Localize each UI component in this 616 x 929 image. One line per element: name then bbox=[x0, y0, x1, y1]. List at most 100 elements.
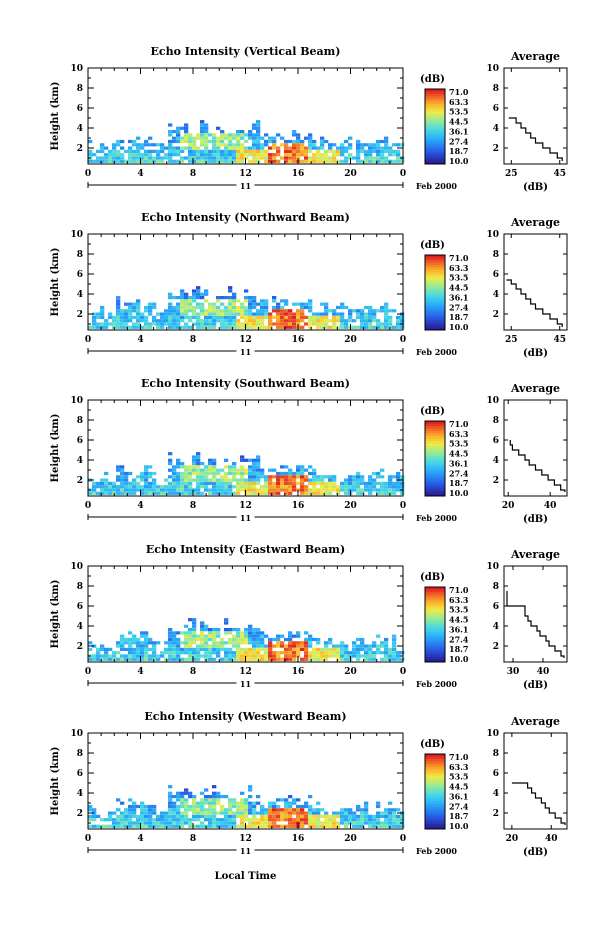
echo-cell bbox=[400, 143, 405, 147]
echo-cell bbox=[136, 641, 141, 645]
echo-cell bbox=[180, 481, 185, 485]
echo-cell bbox=[260, 488, 265, 492]
echo-cell bbox=[228, 798, 233, 802]
echo-cell bbox=[384, 821, 389, 825]
echo-cell bbox=[116, 651, 121, 655]
echo-cell bbox=[188, 159, 193, 163]
echo-cell bbox=[376, 801, 381, 805]
echo-cell bbox=[140, 818, 145, 822]
echo-cell bbox=[192, 631, 197, 635]
echo-cell bbox=[140, 478, 145, 482]
echo-cell bbox=[184, 651, 189, 655]
echo-cell bbox=[268, 153, 273, 157]
echo-cell bbox=[100, 143, 105, 147]
echo-cell bbox=[136, 824, 141, 828]
echo-cell bbox=[272, 801, 277, 805]
echo-cell bbox=[224, 156, 229, 160]
echo-cell bbox=[384, 319, 389, 323]
echo-cell bbox=[376, 821, 381, 825]
echo-cell bbox=[204, 299, 209, 303]
echo-cell bbox=[256, 319, 261, 323]
echo-cell bbox=[232, 811, 237, 815]
echo-cell bbox=[280, 478, 285, 482]
echo-cell bbox=[188, 299, 193, 303]
echo-cell bbox=[312, 322, 317, 326]
colorbar-swatch bbox=[425, 589, 445, 593]
colorbar-tick-label: 53.5 bbox=[449, 605, 468, 615]
colorbar-swatch bbox=[425, 297, 445, 301]
echo-heatmap bbox=[88, 452, 405, 495]
echo-cell bbox=[252, 471, 257, 476]
echo-cell bbox=[124, 309, 129, 313]
echo-cell bbox=[208, 798, 213, 802]
echo-cell bbox=[204, 126, 209, 130]
echo-cell bbox=[248, 788, 253, 792]
echo-cell bbox=[356, 159, 361, 163]
echo-cell bbox=[264, 811, 269, 815]
echo-cell bbox=[112, 319, 117, 323]
echo-cell bbox=[248, 491, 253, 495]
echo-cell bbox=[400, 824, 405, 828]
echo-cell bbox=[340, 319, 345, 323]
echo-cell bbox=[260, 305, 265, 310]
echo-cell bbox=[176, 475, 181, 479]
echo-cell bbox=[328, 156, 333, 160]
echo-cell bbox=[352, 818, 357, 822]
echo-cell bbox=[256, 322, 261, 326]
echo-cell bbox=[136, 647, 141, 651]
echo-cell bbox=[160, 821, 165, 825]
echo-cell bbox=[368, 325, 373, 329]
echo-cell bbox=[232, 657, 237, 661]
echo-cell bbox=[252, 641, 257, 645]
echo-cell bbox=[220, 821, 225, 825]
echo-cell bbox=[328, 488, 333, 492]
echo-cell bbox=[360, 654, 365, 658]
echo-cell bbox=[372, 644, 377, 648]
echo-cell bbox=[168, 315, 173, 319]
echo-cell bbox=[172, 465, 177, 469]
echo-cell bbox=[196, 814, 201, 818]
echo-cell bbox=[188, 628, 193, 632]
echo-cell bbox=[292, 481, 297, 485]
colorbar-swatch bbox=[425, 471, 445, 474]
echo-cell bbox=[188, 647, 193, 651]
echo-cell bbox=[248, 471, 253, 476]
echo-cell bbox=[128, 657, 133, 661]
echo-cell bbox=[252, 475, 257, 479]
echo-cell bbox=[268, 804, 273, 809]
echo-cell bbox=[312, 143, 317, 147]
echo-cell bbox=[140, 801, 145, 805]
x-axis-label: Local Time bbox=[215, 871, 277, 882]
echo-cell bbox=[96, 651, 101, 655]
echo-cell bbox=[180, 491, 185, 495]
echo-cell bbox=[192, 647, 197, 651]
y-tick-label: 10 bbox=[70, 396, 83, 406]
x-tick-label: 16 bbox=[292, 667, 305, 677]
x-tick-label: 4 bbox=[137, 501, 143, 511]
echo-cell bbox=[264, 309, 269, 313]
echo-cell bbox=[232, 309, 237, 313]
echo-cell bbox=[392, 481, 397, 485]
echo-cell bbox=[196, 286, 201, 290]
echo-cell bbox=[100, 309, 105, 313]
echo-cell bbox=[300, 468, 305, 472]
echo-cell bbox=[244, 808, 249, 812]
echo-cell bbox=[260, 309, 265, 313]
echo-cell bbox=[176, 305, 181, 310]
echo-cell bbox=[348, 818, 353, 822]
colorbar-unit: (dB) bbox=[420, 572, 445, 583]
echo-cell bbox=[252, 159, 257, 163]
echo-cell bbox=[292, 475, 297, 479]
echo-cell bbox=[292, 319, 297, 323]
echo-cell bbox=[364, 801, 369, 805]
echo-cell bbox=[396, 808, 401, 812]
echo-cell bbox=[364, 305, 369, 310]
colorbar-swatch bbox=[425, 126, 445, 130]
echo-cell bbox=[308, 808, 313, 812]
echo-cell bbox=[380, 485, 385, 489]
echo-cell bbox=[320, 647, 325, 651]
echo-cell bbox=[256, 654, 261, 658]
echo-cell bbox=[212, 478, 217, 482]
echo-cell bbox=[248, 628, 253, 632]
echo-cell bbox=[224, 621, 229, 625]
